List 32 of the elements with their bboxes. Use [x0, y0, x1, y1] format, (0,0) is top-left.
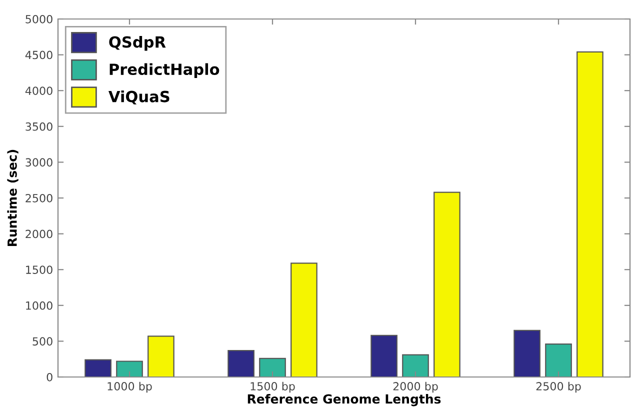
y-tick-label: 500	[32, 337, 52, 346]
y-tick-label: 1500	[26, 266, 52, 274]
y-tick-label: 4000	[25, 86, 52, 95]
x-tick-label: 1500 bp	[250, 382, 295, 393]
bar	[514, 330, 540, 377]
bar	[116, 360, 143, 377]
x-tick-label: 1000 bp	[108, 382, 152, 393]
y-tick-label: 1000	[26, 301, 52, 310]
bar	[434, 192, 460, 377]
y-tick-label: 5000	[26, 14, 52, 24]
y-tick-label: 0	[46, 372, 52, 382]
y-tick-label: 2500	[26, 194, 52, 202]
bar	[290, 262, 318, 377]
bar	[84, 359, 112, 377]
legend-label: PredictHaplo	[110, 63, 220, 78]
x-axis-title: Reference Genome Lengths	[248, 394, 441, 406]
y-tick-label: 3500	[26, 122, 52, 131]
bar	[259, 358, 286, 377]
bar	[402, 354, 429, 377]
y-axis-title: Runtime (sec)	[7, 150, 18, 246]
bar	[545, 344, 572, 377]
y-tick-label: 3000	[26, 158, 52, 167]
legend-label: QSdpR	[109, 36, 166, 51]
y-tick-label: 4500	[25, 50, 52, 60]
y-tick-label: 2000	[26, 230, 52, 238]
x-tick-label: 2000 bp	[393, 382, 438, 393]
bar	[370, 334, 398, 377]
legend-label: ViQuaS	[108, 90, 170, 104]
bar	[148, 336, 174, 377]
bar	[228, 350, 254, 377]
bar	[576, 51, 604, 377]
x-tick-label: 2500 bp	[536, 382, 581, 393]
